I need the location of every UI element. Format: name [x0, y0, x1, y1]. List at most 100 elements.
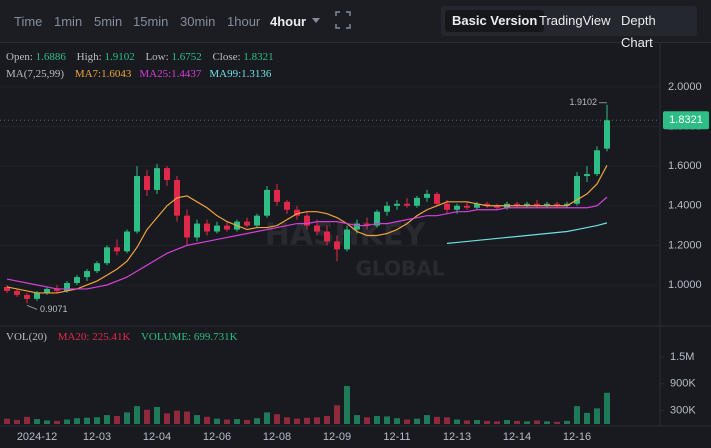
candle-body: [484, 203, 490, 206]
volume-bar: [484, 420, 490, 424]
candle-body: [184, 215, 190, 238]
volume-bar: [64, 419, 70, 424]
volume-bar: [544, 421, 550, 424]
interval-button[interactable]: 5min: [94, 14, 123, 29]
candle-body: [374, 211, 380, 226]
legend-label: Open:: [6, 51, 33, 63]
interval-button[interactable]: 4hour: [270, 14, 307, 29]
candle-body: [54, 288, 60, 291]
volume-bar: [144, 409, 150, 424]
volume-bar: [194, 415, 200, 424]
toolbar: Basic Version TradingView Depth Chart Time…: [0, 0, 711, 50]
candle-body: [164, 168, 170, 181]
y-tick-label: 1.5M: [670, 351, 694, 363]
candle-body: [424, 193, 430, 198]
x-tick-label: 12-09: [323, 431, 351, 443]
x-tick-label: 12-04: [143, 431, 171, 443]
candle-body: [594, 150, 600, 175]
volume-bar: [34, 419, 40, 424]
candle-body: [74, 277, 80, 284]
legend-label: VOLUME:: [141, 331, 191, 343]
view-tab[interactable]: Basic Version: [445, 10, 545, 32]
volume-bar: [464, 420, 470, 424]
candle-body: [144, 176, 150, 190]
y-tick-label: 300K: [670, 405, 696, 417]
legend-value: 1.8321: [243, 51, 273, 63]
volume-bar: [424, 415, 430, 424]
volume-bar: [444, 417, 450, 424]
candle-body: [324, 231, 330, 242]
candle-body: [134, 176, 140, 232]
legend-label: MA7:: [75, 68, 101, 80]
legend-label: MA25:: [139, 68, 171, 80]
candle-body: [364, 223, 370, 226]
candle-body: [404, 203, 410, 206]
y-tick-label: 1.6000: [668, 160, 702, 172]
candle-body: [544, 203, 550, 206]
candle-body: [124, 231, 130, 252]
ma-legend: MA(7,25,99) MA7:1.6043 MA25:1.4437 MA99:1.…: [6, 68, 272, 80]
candle-body: [524, 203, 530, 206]
volume-bar: [124, 412, 130, 424]
interval-button[interactable]: 15min: [133, 14, 169, 29]
volume-bar: [14, 419, 20, 424]
candle-body: [464, 205, 470, 208]
volume-bar: [94, 417, 100, 424]
volume-bar: [104, 415, 110, 424]
interval-button[interactable]: 1min: [54, 14, 83, 29]
volume-bar: [4, 418, 10, 424]
interval-button[interactable]: 1hour: [227, 14, 261, 29]
legend-value: 225.41K: [92, 331, 130, 343]
candle-body: [284, 201, 290, 210]
fullscreen-icon: [335, 11, 351, 29]
view-tab[interactable]: TradingView: [539, 13, 611, 28]
interval-button[interactable]: Time: [14, 14, 43, 29]
volume-bar: [534, 420, 540, 424]
legend-label: MA(7,25,99): [6, 68, 64, 80]
y-tick-label: 1.4000: [668, 200, 702, 212]
volume-bar: [584, 412, 590, 424]
volume-bar: [184, 411, 190, 424]
candle-body: [244, 221, 250, 226]
volume-bar: [414, 418, 420, 424]
candle-body: [214, 225, 220, 232]
legend-label: Close:: [212, 51, 240, 63]
candle-body: [84, 271, 90, 278]
candle-body: [224, 225, 230, 230]
y-tick-label: 1.0000: [668, 279, 702, 291]
volume-bar: [304, 417, 310, 424]
volume-bar: [504, 419, 510, 424]
candle-body: [604, 120, 610, 149]
candle-body: [274, 189, 280, 202]
candle-body: [154, 168, 160, 190]
volume-bar: [314, 417, 320, 424]
interval-button[interactable]: 30min: [180, 14, 216, 29]
x-tick-label: 12-11: [383, 431, 410, 443]
view-tab[interactable]: Depth Chart: [621, 13, 656, 50]
volume-bar: [394, 418, 400, 424]
volume-bar: [224, 419, 230, 424]
candle-body: [114, 247, 120, 252]
volume-bar: [434, 416, 440, 424]
legend-value: 1.6043: [101, 68, 132, 80]
volume-bar: [204, 416, 210, 424]
candle-body: [574, 176, 580, 204]
volume-bar: [404, 419, 410, 424]
x-tick-label: 2024-12: [17, 431, 57, 443]
candle-body: [204, 223, 210, 232]
view-switch: Basic Version TradingView Depth Chart: [441, 6, 697, 50]
annotation-line: [26, 304, 38, 310]
ma-line: [6, 196, 608, 290]
x-tick-label: 12-03: [83, 431, 111, 443]
candle-body: [4, 286, 10, 291]
ohlc-legend: Open: 1.6886 High: 1.9102 Low: 1.6752 Cl…: [6, 51, 274, 63]
candle-body: [24, 294, 30, 299]
volume-bar: [234, 419, 240, 424]
legend-value: 699.731K: [194, 331, 238, 343]
legend-value: 1.6752: [171, 51, 201, 63]
chart: HASHKEY GLOBAL Open: 1.6886 High: 1.9102…: [0, 42, 711, 443]
legend-value: 1.3136: [241, 68, 272, 80]
volume-bar: [354, 415, 360, 424]
volume-bar: [514, 420, 520, 424]
